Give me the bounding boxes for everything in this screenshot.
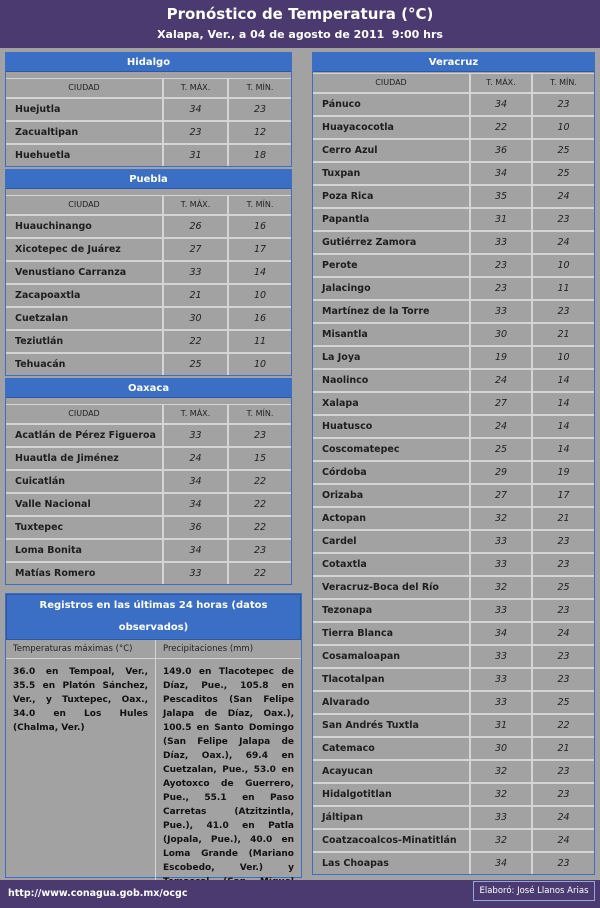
header: Pronóstico de Temperatura (°C) Xalapa, V…: [0, 0, 600, 48]
temperature: 23: [163, 121, 228, 144]
temperature: 30: [163, 307, 228, 330]
temperature: 26: [163, 215, 228, 238]
temperature: 23: [470, 277, 532, 300]
temperature: 33: [163, 261, 228, 284]
temperature: 31: [470, 208, 532, 231]
temperature: 32: [470, 576, 532, 599]
records-title: Registros en las últimas 24 horas (datos…: [6, 594, 301, 640]
temperature: 22: [163, 330, 228, 353]
title: Pronóstico de Temperatura (°C): [166, 5, 434, 23]
temperature: 27: [470, 392, 532, 415]
temperature: 27: [163, 238, 228, 261]
temperature: 34: [163, 539, 228, 562]
temperature: 33: [470, 553, 532, 576]
column-header: T. MÁX.: [163, 78, 228, 98]
temperature: 36: [470, 139, 532, 162]
temperature: 34: [470, 93, 532, 116]
temperature: 33: [470, 645, 532, 668]
temperature: 34: [163, 98, 228, 121]
subtitle: Xalapa, Ver., a 04 de agosto de 2011 9:0…: [157, 28, 443, 41]
temperature: 27: [470, 484, 532, 507]
table-frame: [5, 169, 292, 376]
temperature: 33: [470, 668, 532, 691]
temperature: 34: [470, 622, 532, 645]
records-box: Registros en las últimas 24 horas (datos…: [5, 593, 302, 901]
temperature: 35: [470, 185, 532, 208]
temperature: 25: [470, 438, 532, 461]
temperature: 24: [470, 415, 532, 438]
temperature: 31: [470, 714, 532, 737]
temperature: 33: [470, 691, 532, 714]
temperature: 22: [470, 116, 532, 139]
temperature: 32: [470, 507, 532, 530]
column-header: T. MÁX.: [470, 73, 532, 93]
temperature: 34: [163, 493, 228, 516]
records-text: 36.0 en Tempoal, Ver., 35.5 en Platón Sá…: [6, 659, 156, 887]
temperature: 34: [470, 162, 532, 185]
records-column: Precipitaciones (mm): [163, 644, 254, 654]
temperature: 33: [470, 806, 532, 829]
column-header: T. MÁX.: [163, 404, 228, 424]
temperature: 23: [470, 254, 532, 277]
temperature: 33: [470, 300, 532, 323]
table-frame: [5, 52, 292, 167]
temperature: 33: [163, 424, 228, 447]
table-frame: [5, 378, 292, 585]
temperature: 32: [470, 829, 532, 852]
temperature: 29: [470, 461, 532, 484]
temperature: 33: [470, 530, 532, 553]
records-text: 149.0 en Tlacotepec de Díaz, Pue., 105.8…: [163, 667, 294, 901]
table-frame: [312, 52, 595, 875]
temperature: 36: [163, 516, 228, 539]
records-header: Temperaturas máximas (°C) Precipitacione…: [6, 640, 301, 659]
records-body: 36.0 en Tempoal, Ver., 35.5 en Platón Sá…: [6, 659, 301, 901]
records-column: Temperaturas máximas (°C): [6, 640, 156, 658]
column-header: T. MÁX.: [163, 195, 228, 215]
temperature: 33: [470, 599, 532, 622]
temperature: 32: [470, 760, 532, 783]
footer-url: http://www.conagua.gob.mx/ocgc: [8, 888, 188, 899]
temperature: 30: [470, 323, 532, 346]
temperature: 24: [470, 369, 532, 392]
temperature: 33: [470, 231, 532, 254]
temperature: 19: [470, 346, 532, 369]
temperature: 24: [163, 447, 228, 470]
temperature: 30: [470, 737, 532, 760]
temperature: 21: [163, 284, 228, 307]
footer-author: Elaboró: José Llanos Arias: [473, 881, 595, 901]
temperature: 32: [470, 783, 532, 806]
temperature: 34: [163, 470, 228, 493]
footer: [0, 880, 600, 908]
